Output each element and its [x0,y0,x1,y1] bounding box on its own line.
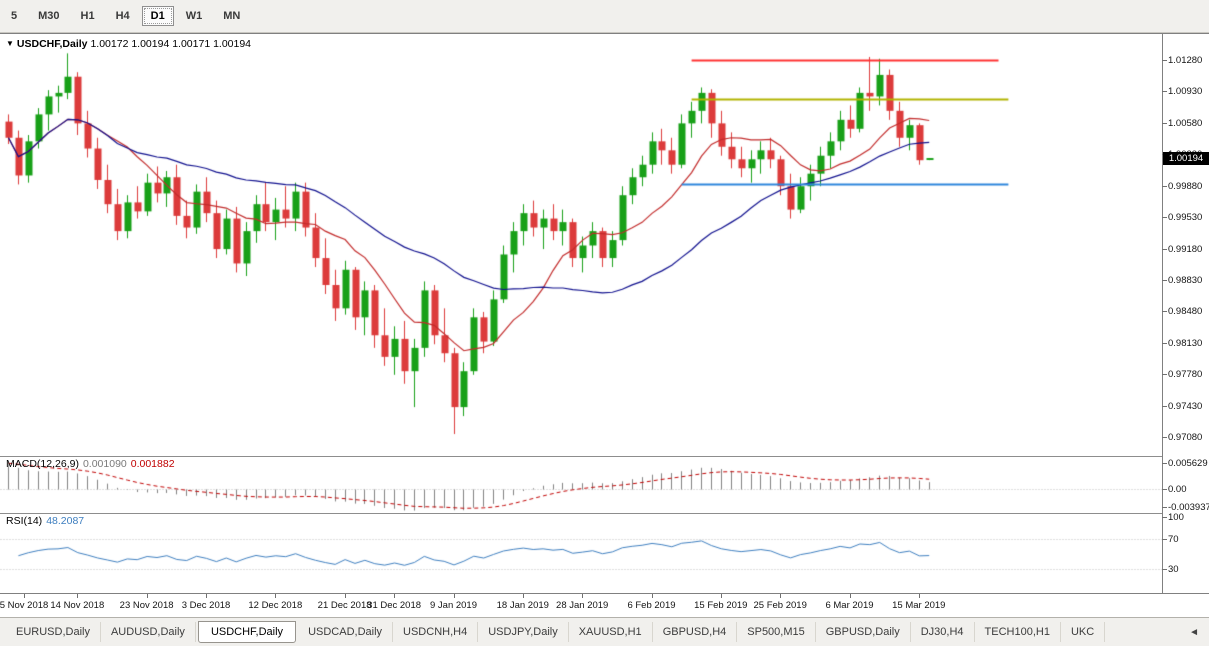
chart-tab-eurusd-daily[interactable]: EURUSD,Daily [6,622,101,642]
timeframe-button-d1[interactable]: D1 [141,6,174,26]
date-axis-label: 15 Feb 2019 [689,594,753,611]
price-axis-label: 0.99180 [1161,243,1203,255]
chart-tab-xauusd-h1[interactable]: XAUUSD,H1 [569,622,653,642]
timeframe-button-h1[interactable]: H1 [80,10,95,22]
chart-tab-sp500-m15[interactable]: SP500,M15 [737,622,816,642]
macd-name: MACD(12,26,9) [6,458,79,470]
date-axis[interactable]: 5 Nov 2018 14 Nov 2018 23 Nov 2018 3 Dec 20… [0,593,1209,617]
chart-title: ▼ USDCHF,Daily 1.00172 1.00194 1.00171 1.… [6,38,251,50]
macd-axis-label: 0.00 [1162,483,1187,495]
tab-scroll-left-icon[interactable]: ◄ [1189,626,1199,638]
timeframe-toolbar: 5 M30 H1 H4 D1 W1 MN [0,0,1209,33]
chart-tab-usdcnh-h4[interactable]: USDCNH,H4 [393,622,479,642]
macd-signal-value: 0.001882 [130,458,175,470]
timeframe-button-w1[interactable]: W1 [185,10,203,22]
price-axis-label: 0.97430 [1161,400,1203,412]
chart-tab-usdchf-daily[interactable]: USDCHF,Daily [197,621,297,643]
date-axis-label: 31 Dec 2018 [362,594,426,611]
date-axis-label: 3 Dec 2018 [174,594,238,611]
price-axis-label: 1.00930 [1161,86,1203,98]
rsi-value: 48.2087 [46,515,85,527]
date-axis-label: 5 Nov 2018 [0,594,56,611]
date-axis-label: 25 Feb 2019 [748,594,812,611]
timeframe-button-5[interactable]: 5 [11,10,18,22]
chart-window: ▼ USDCHF,Daily 1.00172 1.00194 1.00171 1.… [0,33,1209,617]
price-axis-label: 1.00580 [1161,117,1203,129]
date-axis-label: 6 Feb 2019 [620,594,684,611]
date-axis-label: 23 Nov 2018 [115,594,179,611]
date-axis-label: 28 Jan 2019 [550,594,614,611]
chart-tab-ukc[interactable]: UKC [1061,622,1106,642]
price-axis-label: 0.98830 [1161,275,1203,287]
chart-tab-audusd-daily[interactable]: AUDUSD,Daily [101,622,196,642]
rsi-name: RSI(14) [6,515,43,527]
price-axis-label: 0.97080 [1161,432,1203,444]
date-axis-label: 9 Jan 2019 [422,594,486,611]
timeframe-button-m30[interactable]: M30 [38,10,60,22]
chart-marker-icon: ▼ [6,39,14,48]
panel-separator[interactable] [0,456,1209,457]
date-axis-label: 18 Jan 2019 [491,594,555,611]
date-axis-label: 15 Mar 2019 [887,594,951,611]
macd-axis-label: 0.005629 [1162,457,1208,469]
chart-tab-dj30-h4[interactable]: DJ30,H4 [911,622,975,642]
macd-axis-label: -0.003937 [1162,501,1209,513]
rsi-label: RSI(14) 48.2087 [6,515,84,527]
rsi-axis-label: 100 [1162,512,1184,523]
chart-tab-usdcad-daily[interactable]: USDCAD,Daily [298,622,394,642]
date-axis-label: 6 Mar 2019 [818,594,882,611]
price-axis-label: 1.01280 [1161,55,1203,67]
chart-tab-tech100-h1[interactable]: TECH100,H1 [975,622,1061,642]
price-axis-label: 0.98130 [1161,337,1203,349]
price-axis-label: 0.97780 [1161,369,1203,381]
chart-tab-gbpusd-daily[interactable]: GBPUSD,Daily [816,622,911,642]
panel-separator[interactable] [0,513,1209,514]
price-axis[interactable]: 1.00194 1.012801.009301.005801.002300.99… [1161,34,1209,593]
chart-tab-bar: EURUSD,Daily AUDUSD,Daily USDCHF,Daily USDC… [0,617,1209,646]
chart-tab-gbpusd-h4[interactable]: GBPUSD,H4 [653,622,738,642]
date-axis-label: 21 Dec 2018 [313,594,377,611]
macd-label: MACD(12,26,9) 0.001090 0.001882 [6,458,175,470]
rsi-axis-label: 30 [1162,563,1179,575]
price-axis-label: 0.99530 [1161,212,1203,224]
price-axis-label: 0.98480 [1161,306,1203,318]
price-chart-canvas[interactable] [0,34,1162,593]
price-axis-label: 0.99880 [1161,180,1203,192]
current-price-badge: 1.00194 [1163,151,1209,165]
chart-symbol: USDCHF,Daily [16,38,88,50]
macd-main-value: 0.001090 [82,458,127,470]
chart-ohlc: 1.00172 1.00194 1.00171 1.00194 [90,38,252,50]
date-axis-label: 14 Nov 2018 [45,594,109,611]
date-axis-label: 12 Dec 2018 [243,594,307,611]
chart-tab-usdjpy-daily[interactable]: USDJPY,Daily [478,622,569,642]
rsi-axis-label: 70 [1162,534,1179,546]
timeframe-button-mn[interactable]: MN [223,10,241,22]
timeframe-button-h4[interactable]: H4 [115,10,130,22]
